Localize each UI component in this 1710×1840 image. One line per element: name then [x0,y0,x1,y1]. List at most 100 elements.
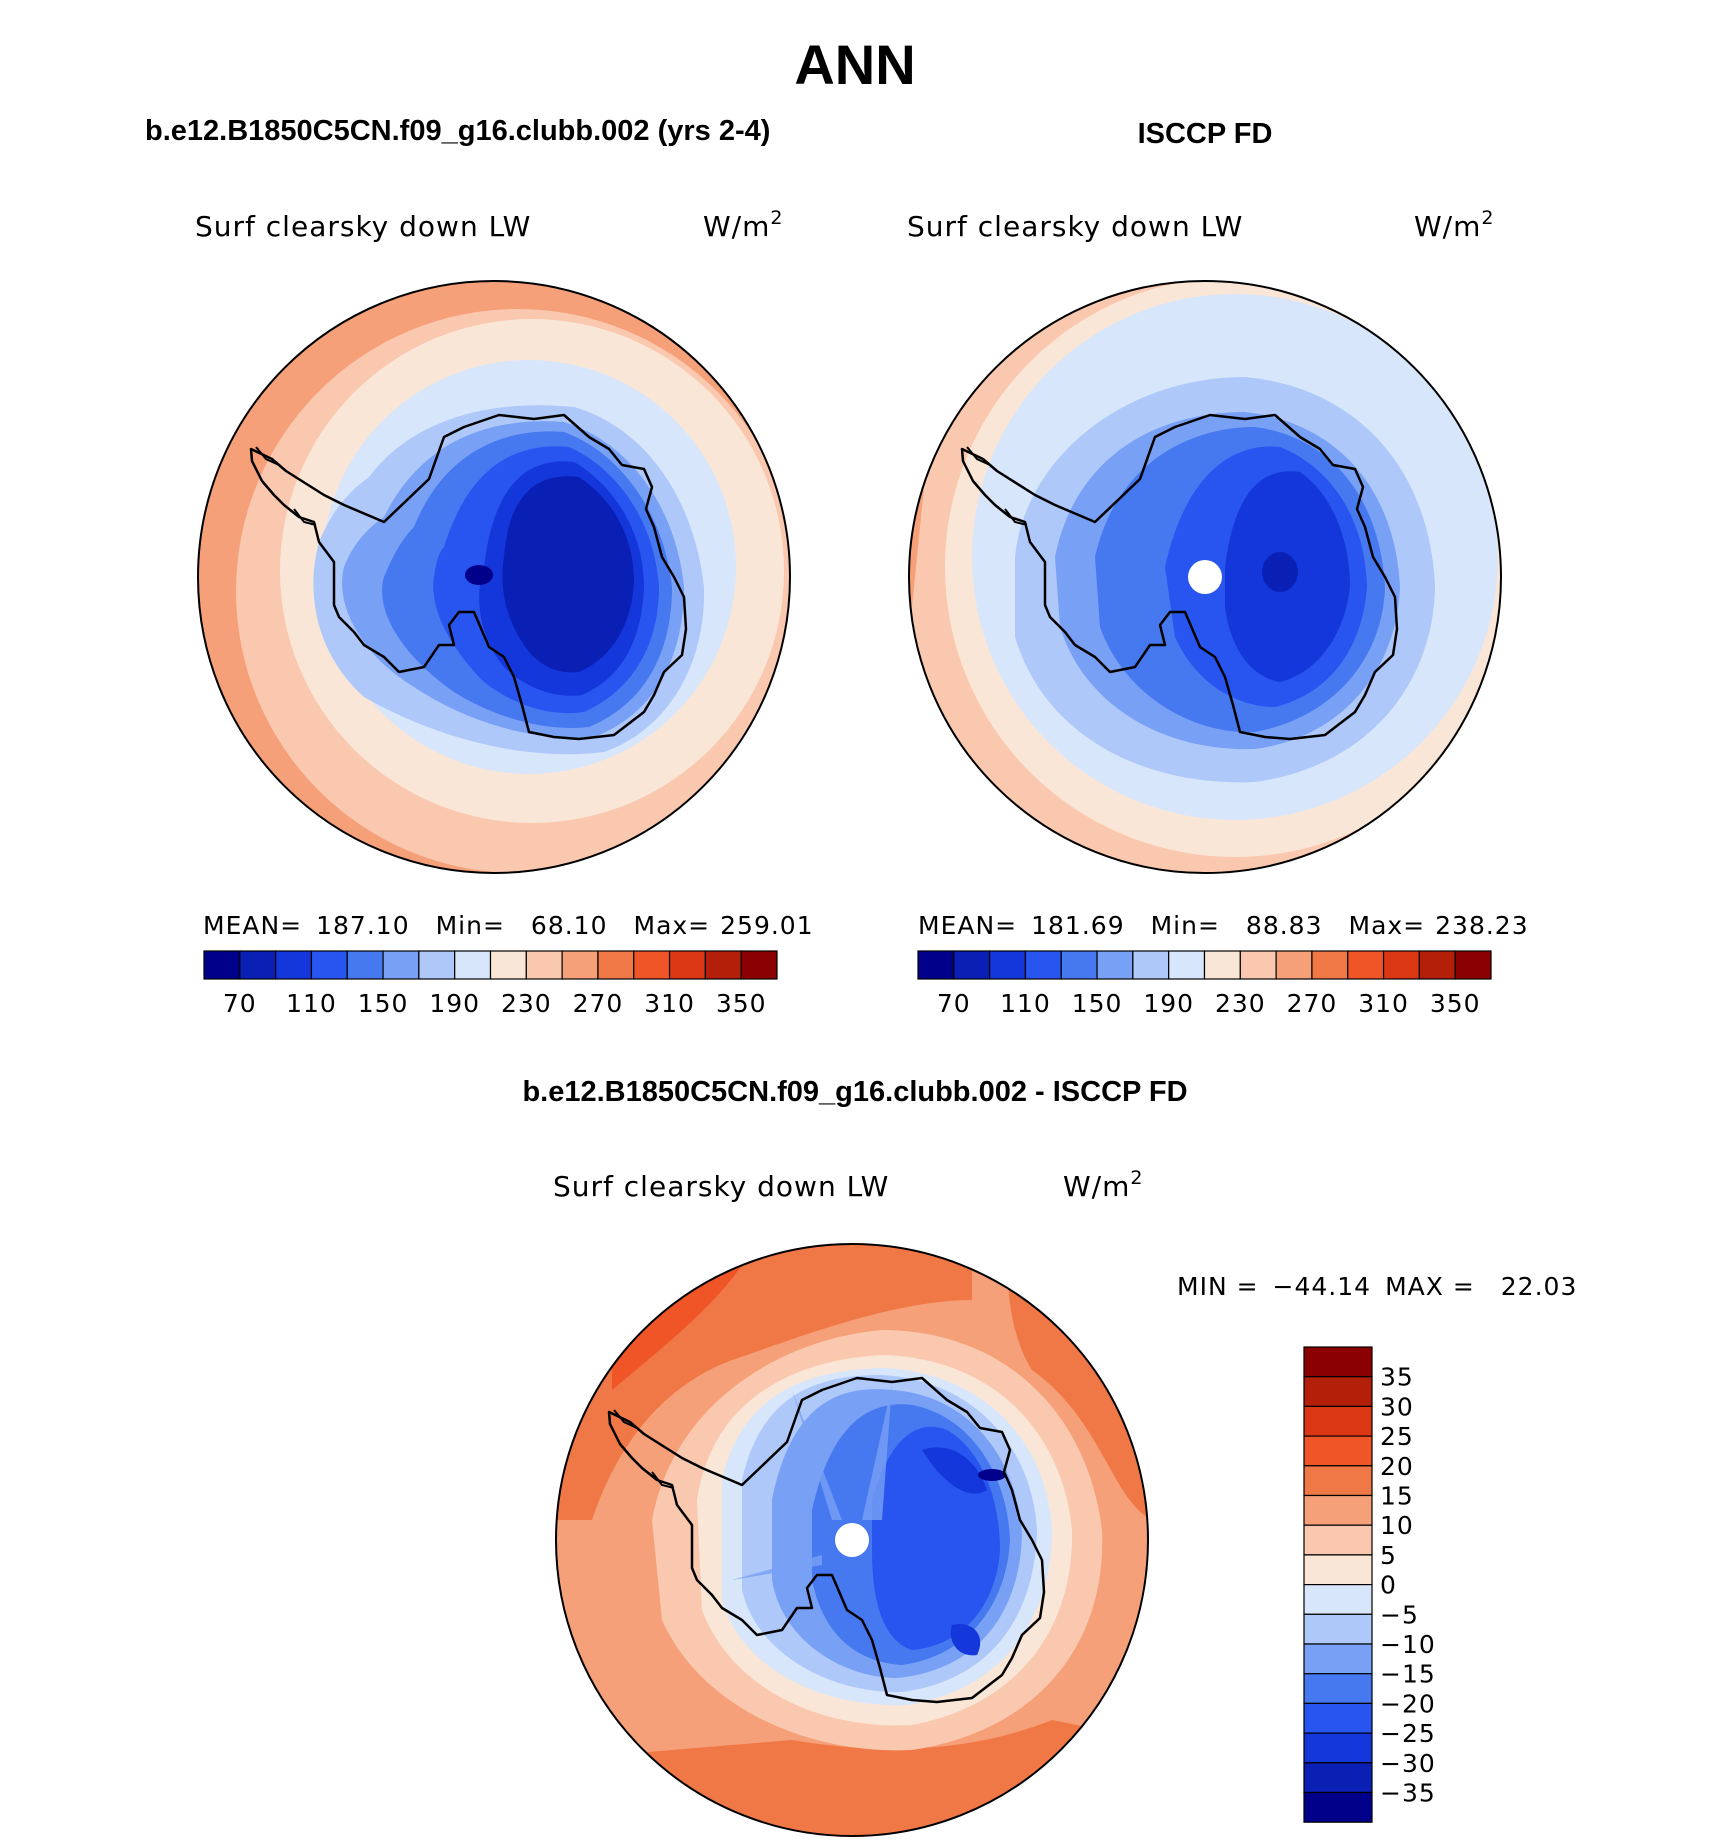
panel-diff-variable: Surf clearsky down LW [553,1170,889,1203]
panel-obs-colorbar-swatch [989,950,1027,980]
panel-obs-colorbar-tick-label: 150 [1072,989,1123,1018]
panel-obs: ISCCP FD Surf clearsky down LW W/m2 MEAN… [907,118,1529,1018]
panel-diff-colorbar-tick-label: 0 [1380,1571,1397,1600]
panel-obs-colorbar-swatch [1347,950,1385,980]
panel-obs-units: W/m2 [1414,207,1495,243]
panel-model-colorbar-tick-label: 350 [716,989,767,1018]
panel-diff-colorbar-tick-label: −5 [1380,1600,1419,1629]
panel-obs-colorbar-swatch [1060,950,1098,980]
panel-model-colorbar-tick-label: 230 [501,989,552,1018]
panel-obs-colorbar-swatch [1132,950,1170,980]
panel-model-colorbar-swatch [275,950,313,980]
panel-model-colorbar-tick-label: 150 [358,989,409,1018]
panel-obs-colorbar-swatch [1454,950,1492,980]
panel-obs-colorbar-swatch [1275,950,1313,980]
panel-model-colorbar-swatch [740,950,778,980]
panel-diff-colorbar-swatch [1303,1583,1373,1615]
panel-model-colorbar-swatch [382,950,420,980]
panel-obs-colorbar-swatch [953,950,991,980]
panel-model-colorbar-tick-label: 110 [286,989,337,1018]
panel-model-units: W/m2 [703,207,784,243]
panel-diff-colorbar-tick-label: −15 [1380,1660,1436,1689]
panel-diff-colorbar-tick-label: 5 [1380,1541,1397,1570]
panel-diff-colorbar-swatch [1303,1613,1373,1645]
panel-model-variable: Surf clearsky down LW [195,210,531,243]
panel-obs-colorbar-tick-label: 350 [1430,989,1481,1018]
panel-obs-colorbar-swatch [1239,950,1277,980]
panel-obs-colorbar-swatch [1203,950,1241,980]
panel-model-stats: MEAN= 187.10 Min= 68.10 Max= 259.01 [203,911,814,940]
panel-obs-colorbar: 70 110 150 190 230 270 310 350 [917,950,1492,1018]
panel-diff-colorbar-tick-label: 35 [1380,1363,1414,1392]
panel-model-colorbar-swatch [310,950,348,980]
panel-diff-colorbar-swatch [1303,1791,1373,1823]
panel-model-colorbar-tick-label: 70 [223,989,257,1018]
panel-diff-colorbar-swatch [1303,1376,1373,1407]
panel-obs-stats: MEAN= 181.69 Min= 88.83 Max= 238.23 [918,911,1529,940]
panel-model-colorbar-tick-label: 310 [644,989,695,1018]
panel-diff-colorbar-tick-label: 15 [1380,1482,1414,1511]
panel-model-title: b.e12.B1850C5CN.f09_g16.clubb.002 (yrs 2… [145,115,770,147]
panel-diff-colorbar-tick-label: −30 [1380,1749,1436,1778]
panel-diff-title: b.e12.B1850C5CN.f09_g16.clubb.002 - ISCC… [522,1076,1187,1108]
panel-model-colorbar-swatch [203,950,241,980]
panel-diff-colorbar-swatch [1303,1494,1373,1526]
panel-model-map [197,280,791,874]
panel-diff-colorbar-tick-label: 25 [1380,1422,1414,1451]
panel-obs-colorbar-tick-label: 270 [1287,989,1338,1018]
panel-model-colorbar-swatch [597,950,635,980]
panel-diff-units: W/m2 [1063,1167,1144,1203]
panel-obs-colorbar-swatch [1168,950,1206,980]
panel-obs-colorbar-tick-label: 230 [1215,989,1266,1018]
panel-obs-colorbar-swatch [1024,950,1062,980]
panel-diff-stats: MIN = −44.14 MAX = 22.03 [1177,1272,1577,1301]
panel-diff-colorbar-tick-label: −10 [1380,1630,1436,1659]
season-title: ANN [794,33,915,96]
panel-diff-colorbar-tick-label: −20 [1380,1689,1436,1718]
panel-diff: b.e12.B1850C5CN.f09_g16.clubb.002 - ISCC… [522,1076,1577,1837]
panel-obs-title: ISCCP FD [1138,118,1273,150]
panel-model-colorbar-swatch [633,950,671,980]
panel-obs-colorbar-tick-label: 110 [1000,989,1051,1018]
panel-obs-colorbar-tick-label: 310 [1358,989,1409,1018]
panel-model-colorbar-swatch [561,950,599,980]
panel-diff-colorbar-tick-label: −35 [1380,1779,1436,1808]
panel-model-colorbar-swatch [418,950,456,980]
panel-obs-colorbar-tick-label: 190 [1143,989,1194,1018]
panel-diff-colorbar-swatch [1303,1435,1373,1467]
panel-diff-colorbar-tick-label: −25 [1380,1719,1436,1748]
panel-diff-colorbar-swatch [1303,1762,1373,1794]
panel-diff-colorbar-swatch [1303,1643,1373,1675]
panel-model: b.e12.B1850C5CN.f09_g16.clubb.002 (yrs 2… [145,115,814,1018]
panel-model-colorbar: 70 110 150 190 230 270 310 350 [203,950,778,1018]
panel-model-colorbar-swatch [346,950,384,980]
panel-model-colorbar-swatch [668,950,706,980]
panel-diff-colorbar-swatch [1303,1702,1373,1734]
panel-obs-colorbar-swatch [1382,950,1420,980]
panel-model-colorbar-swatch [704,950,742,980]
panel-diff-colorbar-swatch [1303,1465,1373,1497]
panel-diff-colorbar-tick-label: 30 [1380,1392,1414,1421]
panel-diff-colorbar-tick-label: 20 [1380,1452,1414,1481]
panel-model-colorbar-tick-label: 270 [573,989,624,1018]
panel-diff-colorbar-swatch [1303,1673,1373,1704]
panel-obs-colorbar-swatch [1096,950,1134,980]
panel-obs-colorbar-swatch [1418,950,1456,980]
panel-model-colorbar-swatch [454,950,492,980]
panel-diff-colorbar-swatch [1303,1554,1373,1586]
panel-diff-colorbar-swatch [1303,1524,1373,1556]
panel-diff-colorbar-swatch [1303,1346,1373,1378]
panel-diff-map [555,1243,1149,1837]
panel-obs-colorbar-swatch [917,950,955,980]
panel-model-colorbar-swatch [239,950,277,980]
panel-diff-colorbar-tick-label: 10 [1380,1511,1414,1540]
panel-model-colorbar-tick-label: 190 [429,989,480,1018]
panel-model-colorbar-swatch [525,950,563,980]
panel-model-colorbar-swatch [489,950,527,980]
panel-obs-map [908,280,1502,874]
panel-diff-colorbar-swatch [1303,1732,1373,1764]
panel-diff-colorbar-swatch [1303,1405,1373,1437]
panel-obs-colorbar-swatch [1311,950,1349,980]
